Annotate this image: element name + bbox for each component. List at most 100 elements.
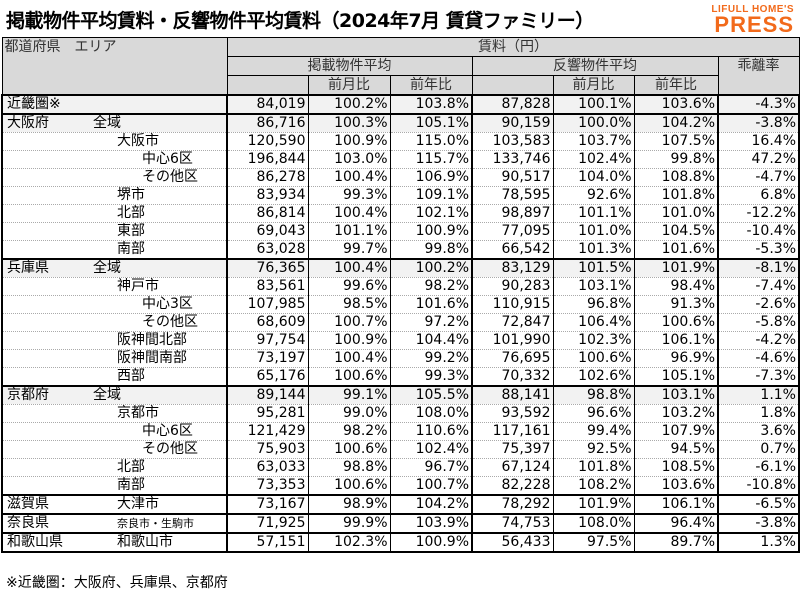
inquired-yoy: 103.6%	[633, 94, 719, 115]
inquired-rent: 133,746	[471, 150, 554, 169]
listed-yoy: 104.4%	[389, 331, 473, 350]
listed-yoy: 97.2%	[389, 313, 473, 332]
gap-rate: 47.2%	[717, 150, 800, 169]
table-row: 奈良県 奈良市・生駒市 71,925 99.9% 103.9% 74,753 108.0%…	[1, 513, 800, 533]
listed-rent: 86,814	[226, 204, 309, 223]
inquired-mom: 101.8%	[552, 458, 635, 477]
region-cell: 北部	[1, 204, 228, 223]
region-cell: その他区	[1, 168, 228, 187]
area-label: 東部	[117, 223, 145, 240]
inquired-rent: 74,753	[471, 513, 554, 533]
inquired-mom: 102.6%	[552, 367, 635, 386]
listed-rent: 68,609	[226, 313, 309, 332]
area-label: 中心6区	[142, 151, 193, 168]
inquired-mom: 104.0%	[552, 168, 635, 187]
gap-rate: -7.4%	[717, 277, 800, 296]
region-cell: その他区	[1, 313, 228, 332]
inquired-yoy: 104.5%	[633, 222, 719, 241]
listed-yoy: 99.2%	[389, 349, 473, 368]
inquired-rent: 77,095	[471, 222, 554, 241]
listed-yoy: 110.6%	[389, 422, 473, 441]
prefecture-label: 京都府	[7, 387, 49, 403]
listed-mom: 100.4%	[307, 258, 391, 278]
inquired-rent: 66,542	[471, 240, 554, 259]
inquired-yoy: 106.1%	[633, 494, 719, 514]
table-row: 西部 65,176 100.6% 99.3% 70,332 102.6% 105.1% -7…	[1, 367, 800, 386]
area-label: その他区	[142, 314, 198, 331]
listed-mom: 98.2%	[307, 422, 391, 441]
inquired-mom: 92.6%	[552, 186, 635, 205]
inquired-rent: 98,897	[471, 204, 554, 223]
inquired-rent: 101,990	[471, 331, 554, 350]
inquired-mom: 96.6%	[552, 404, 635, 423]
gap-rate: 0.7%	[717, 440, 800, 459]
region-cell: 北部	[1, 458, 228, 477]
table-row: 京都市 95,281 99.0% 108.0% 93,592 96.6% 103.2% 1.…	[1, 404, 800, 423]
area-label: 堺市	[117, 187, 145, 204]
listed-mom: 103.0%	[307, 150, 391, 169]
listed-mom: 100.4%	[307, 168, 391, 187]
listed-rent: 107,985	[226, 295, 309, 314]
inquired-mom: 99.4%	[552, 422, 635, 441]
inquired-rent: 90,517	[471, 168, 554, 187]
page-title: 掲載物件平均賃料・反響物件平均賃料（2024年7月 賃貸ファミリー）	[6, 10, 594, 32]
header-listed-yoy: 前年比	[389, 75, 473, 96]
footnote: ※近畿圏：大阪府、兵庫県、京都府	[6, 575, 228, 591]
prefecture-label: 奈良県	[7, 515, 49, 531]
inquired-rent: 110,915	[471, 295, 554, 314]
listed-mom: 100.4%	[307, 204, 391, 223]
inquired-yoy: 106.1%	[633, 331, 719, 350]
region-cell: 阪神間南部	[1, 349, 228, 368]
inquired-rent: 87,828	[471, 94, 554, 115]
listed-mom: 100.2%	[307, 94, 391, 115]
area-label: 中心6区	[142, 423, 193, 440]
listed-yoy: 99.3%	[389, 367, 473, 386]
inquired-mom: 100.6%	[552, 349, 635, 368]
listed-yoy: 102.4%	[389, 440, 473, 459]
listed-rent: 73,167	[226, 494, 309, 514]
table-row: 和歌山県 和歌山市 57,151 102.3% 100.9% 56,433 97.5% 89…	[1, 532, 800, 553]
listed-mom: 98.8%	[307, 458, 391, 477]
listed-mom: 99.0%	[307, 404, 391, 423]
listed-yoy: 103.8%	[389, 94, 473, 115]
region-cell: 京都市	[1, 404, 228, 423]
listed-yoy: 103.9%	[389, 513, 473, 533]
gap-rate: 16.4%	[717, 132, 800, 151]
table-row: 神戸市 83,561 99.6% 98.2% 90,283 103.1% 98.4% -7.…	[1, 277, 800, 296]
listed-mom: 100.6%	[307, 440, 391, 459]
listed-rent: 75,903	[226, 440, 309, 459]
region-cell: 近畿圏※	[1, 94, 228, 115]
inquired-rent: 83,129	[471, 258, 554, 278]
inquired-rent: 103,583	[471, 132, 554, 151]
listed-rent: 73,197	[226, 349, 309, 368]
inquired-mom: 108.0%	[552, 513, 635, 533]
listed-rent: 76,365	[226, 258, 309, 278]
area-label: 京都市	[117, 405, 159, 422]
inquired-mom: 101.0%	[552, 222, 635, 241]
region-cell: 京都府 全域	[1, 385, 228, 405]
prefecture-label: 滋賀県	[7, 496, 49, 512]
inquired-mom: 101.5%	[552, 258, 635, 278]
region-cell: 中心6区	[1, 422, 228, 441]
inquired-yoy: 105.1%	[633, 367, 719, 386]
gap-rate: -5.3%	[717, 240, 800, 259]
inquired-yoy: 96.4%	[633, 513, 719, 533]
listed-yoy: 98.2%	[389, 277, 473, 296]
listed-rent: 63,033	[226, 458, 309, 477]
prefecture-label: 和歌山県	[7, 534, 63, 550]
inquired-mom: 101.1%	[552, 204, 635, 223]
table-row: 北部 63,033 98.8% 96.7% 67,124 101.8% 108.5% -6.…	[1, 458, 800, 477]
region-cell: 阪神間北部	[1, 331, 228, 350]
region-cell: 神戸市	[1, 277, 228, 296]
region-cell: 奈良県 奈良市・生駒市	[1, 513, 228, 533]
inquired-yoy: 101.9%	[633, 258, 719, 278]
listed-rent: 65,176	[226, 367, 309, 386]
inquired-mom: 103.1%	[552, 277, 635, 296]
gap-rate: -3.8%	[717, 513, 800, 533]
listed-rent: 95,281	[226, 404, 309, 423]
listed-mom: 99.7%	[307, 240, 391, 259]
listed-mom: 99.6%	[307, 277, 391, 296]
listed-rent: 83,934	[226, 186, 309, 205]
area-label: 北部	[117, 459, 145, 476]
header-region: 都道府県 エリア	[1, 37, 228, 96]
